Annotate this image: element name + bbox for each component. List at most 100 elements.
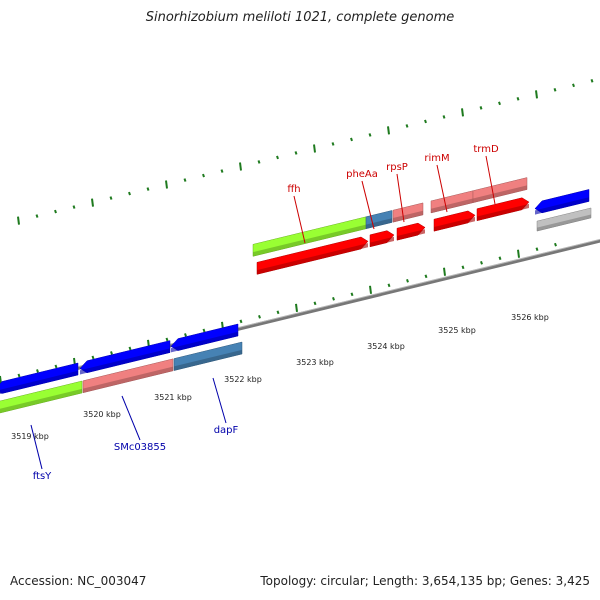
feature-ftsY-type-shade — [0, 388, 82, 414]
outer-tick — [35, 214, 39, 218]
axis-tick — [128, 346, 132, 351]
axis-tick — [165, 337, 169, 342]
feature-SMc03855-arrow-shade — [80, 348, 170, 375]
feature-trmD-arrow-shade — [477, 203, 529, 221]
axis-tick — [424, 274, 428, 279]
leader-line-rimM — [436, 164, 448, 213]
feature-SMc03855-arrow — [79, 340, 171, 374]
axis-tick — [517, 249, 520, 258]
feature-rpsP-arrow-shade — [397, 229, 425, 241]
outer-tick — [294, 151, 298, 155]
gene-features — [0, 177, 592, 414]
gene-label-pheAa: pheAa — [346, 169, 378, 180]
outer-tick — [239, 162, 242, 171]
outer-tick — [128, 191, 131, 196]
axis-tick — [202, 328, 206, 333]
axis-tick — [461, 265, 465, 270]
axis-label: 3526 kbp — [511, 313, 549, 322]
outer-tick — [479, 106, 483, 110]
axis-tick — [184, 333, 187, 337]
axis-tick — [295, 303, 298, 312]
outer-tick — [405, 124, 409, 128]
feature-right-grey-shade — [537, 214, 591, 232]
feature-ftsY-arrow-shade — [0, 370, 78, 395]
outer-tick — [183, 178, 187, 182]
feature-dapF-type-shade — [174, 349, 242, 371]
gene-label-ftsY: ftsY — [33, 471, 52, 482]
feature-rimM-arrow-shade — [434, 217, 475, 232]
outer-tick — [202, 173, 205, 178]
gene-label-ffh: ffh — [287, 184, 300, 195]
axis-tick — [332, 297, 335, 301]
gene-label-SMc03855: SMc03855 — [114, 442, 166, 453]
outer-tick — [572, 83, 575, 88]
gene-label-rpsP: rpsP — [386, 162, 408, 173]
axis-tick — [350, 292, 354, 297]
axis-label: 3519 kbp — [11, 432, 49, 441]
feature-pheAa-type-shade — [366, 218, 392, 229]
axis-label: 3520 kbp — [83, 410, 121, 419]
outer-tick — [590, 79, 594, 83]
tick-marks — [0, 79, 594, 385]
feature-SMc03855-type-shade — [83, 366, 173, 393]
axis-tick — [387, 283, 391, 288]
axis-tick — [369, 285, 372, 294]
outer-tick — [442, 115, 446, 119]
outer-tick — [553, 88, 557, 92]
outer-tick — [461, 108, 464, 117]
axis-tick — [239, 319, 243, 324]
axis-tick — [258, 315, 261, 319]
axis-tick — [480, 260, 483, 265]
leader-line-ftsY — [30, 424, 43, 470]
axis-tick — [313, 301, 317, 306]
feature-trmD-type-shade — [473, 185, 527, 203]
topology-text: Topology: circular; Length: 3,654,135 bp… — [260, 574, 590, 588]
axis-labels: 3519 kbp 3520 kbp 3521 kbp 3522 kbp 3523 kbp… — [11, 313, 549, 441]
feature-rimM-type-shade — [431, 198, 473, 213]
feature-rpsP-type-shade — [393, 210, 423, 223]
axis-label: 3522 kbp — [224, 375, 262, 384]
feature-pheAa-arrow-shade — [370, 236, 394, 247]
axis-tick — [406, 278, 409, 283]
axis-tick — [17, 373, 21, 378]
leader-line-rpsP — [396, 173, 405, 223]
outer-tick — [276, 155, 279, 160]
leader-line-ffh — [293, 195, 306, 244]
axis-label: 3524 kbp — [367, 342, 405, 351]
axis-tick — [36, 369, 39, 373]
gene-label-rimM: rimM — [424, 153, 449, 164]
accession-text: Accession: NC_003047 — [10, 574, 147, 588]
outer-tick — [498, 101, 501, 106]
gene-label-trmD: trmD — [473, 144, 499, 155]
feature-ffh-type-shade — [253, 224, 366, 257]
axis-tick — [498, 256, 502, 261]
axis-tick — [110, 351, 113, 355]
leader-line-SMc03855 — [121, 395, 141, 441]
outer-tick — [387, 126, 390, 135]
leader-line-dapF — [212, 377, 227, 424]
axis-tick — [54, 364, 58, 369]
outer-tick — [72, 205, 76, 209]
outer-tick — [331, 142, 335, 146]
leader-line-trmD — [485, 155, 496, 205]
axis-tick — [535, 247, 539, 252]
outer-tick — [516, 97, 520, 101]
axis-tick — [276, 310, 280, 315]
gene-label-dapF: dapF — [214, 425, 239, 436]
outer-tick — [535, 90, 538, 99]
axis-label: 3525 kbp — [438, 326, 476, 335]
map-title: Sinorhizobium meliloti 1021, complete ge… — [145, 10, 455, 25]
outer-tick — [146, 187, 150, 191]
outer-tick — [17, 216, 20, 225]
outer-tick — [313, 144, 316, 153]
outer-tick — [165, 180, 168, 189]
axis-tick — [443, 267, 446, 276]
feature-dapF-arrow-shade — [171, 331, 238, 353]
outer-tick — [109, 196, 113, 200]
outer-tick — [54, 209, 57, 214]
leader-line-pheAa — [361, 180, 375, 230]
outer-tick — [91, 198, 94, 207]
outer-tick — [220, 169, 224, 173]
feature-right-blue-arrow-shade — [535, 197, 589, 215]
